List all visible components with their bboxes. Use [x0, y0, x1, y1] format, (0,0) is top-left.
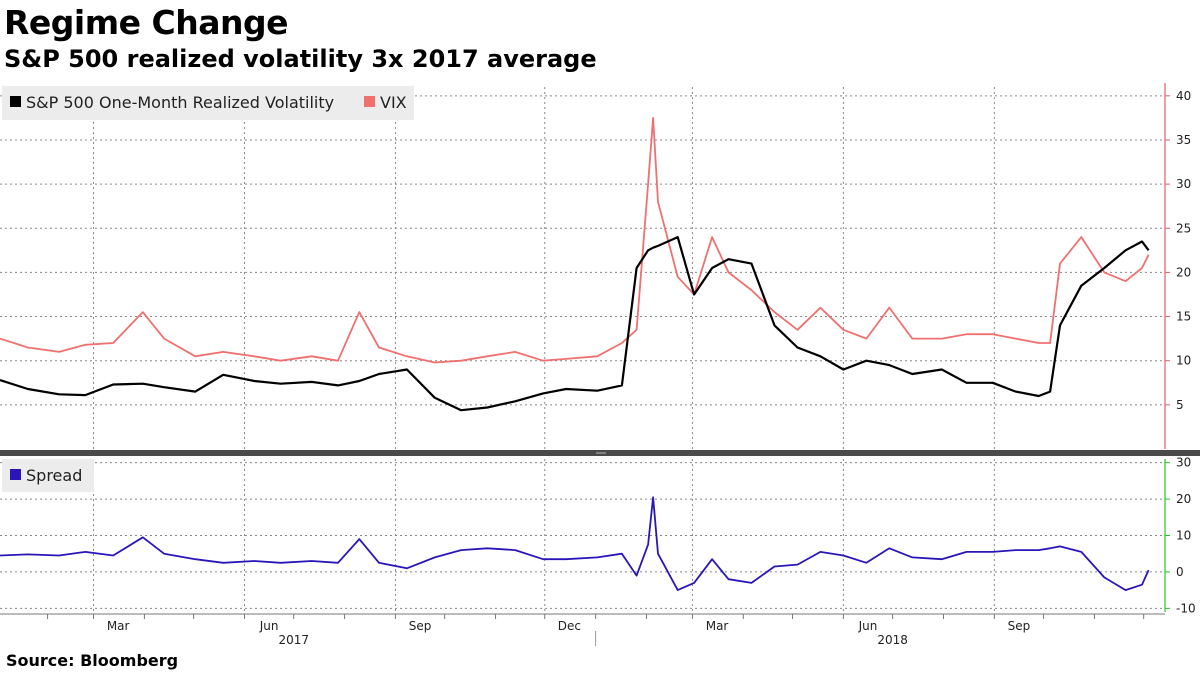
- x-axis: Mar Jun Sep Dec Mar Jun Sep 2017 2018: [0, 613, 1165, 647]
- ytick-label-bottom: 0: [1176, 565, 1184, 579]
- legends: S&P 500 One-Month Realized Volatility VIX…: [2, 86, 414, 492]
- series-lines: [0, 117, 1150, 591]
- x-year-label: 2017: [278, 633, 309, 647]
- ytick-label-top: 5: [1176, 398, 1184, 412]
- vix-line: [0, 117, 1150, 364]
- x-tick-label: Jun: [259, 619, 279, 633]
- axes: 5 10 15 20 25 30 35 40 -10 0 10 20 30: [0, 83, 1200, 615]
- ytick-label-bottom: 30: [1176, 456, 1191, 470]
- ytick-label-top: 30: [1176, 177, 1191, 191]
- legend-label-realized: S&P 500 One-Month Realized Volatility: [26, 93, 334, 112]
- ytick-label-top: 20: [1176, 265, 1191, 279]
- bottom-panel-grid: [0, 459, 1165, 612]
- ytick-label-bottom: 10: [1176, 529, 1191, 543]
- x-tick-label: Sep: [409, 619, 432, 633]
- ytick-label-top: 40: [1176, 89, 1191, 103]
- x-tick-label: Mar: [107, 619, 130, 633]
- legend-swatch-realized: [10, 96, 21, 107]
- x-year-label: 2018: [877, 633, 908, 647]
- ytick-label-top: 35: [1176, 133, 1191, 147]
- ytick-label-top: 25: [1176, 221, 1191, 235]
- chart-subtitle: S&P 500 realized volatility 3x 2017 aver…: [4, 45, 597, 73]
- ytick-label-bottom: 20: [1176, 492, 1191, 506]
- legend-label-spread: Spread: [26, 466, 82, 485]
- x-tick-label: Sep: [1008, 619, 1031, 633]
- legend-label-vix: VIX: [380, 93, 407, 112]
- source-note: Source: Bloomberg: [6, 651, 179, 670]
- realized-vol-line: [0, 236, 1150, 412]
- x-tick-label: Mar: [706, 619, 729, 633]
- spread-line: [0, 496, 1150, 591]
- ytick-label-bottom: -10: [1176, 601, 1196, 615]
- legend-top-box: [2, 86, 414, 120]
- legend-swatch-vix: [364, 96, 375, 107]
- x-tick-label: Jun: [858, 619, 878, 633]
- x-tick-label: Dec: [558, 619, 581, 633]
- top-panel-grid: [0, 87, 1165, 449]
- ytick-label-top: 10: [1176, 354, 1191, 368]
- ytick-label-top: 15: [1176, 310, 1191, 324]
- legend-swatch-spread: [10, 469, 21, 480]
- chart-title: Regime Change: [4, 3, 288, 42]
